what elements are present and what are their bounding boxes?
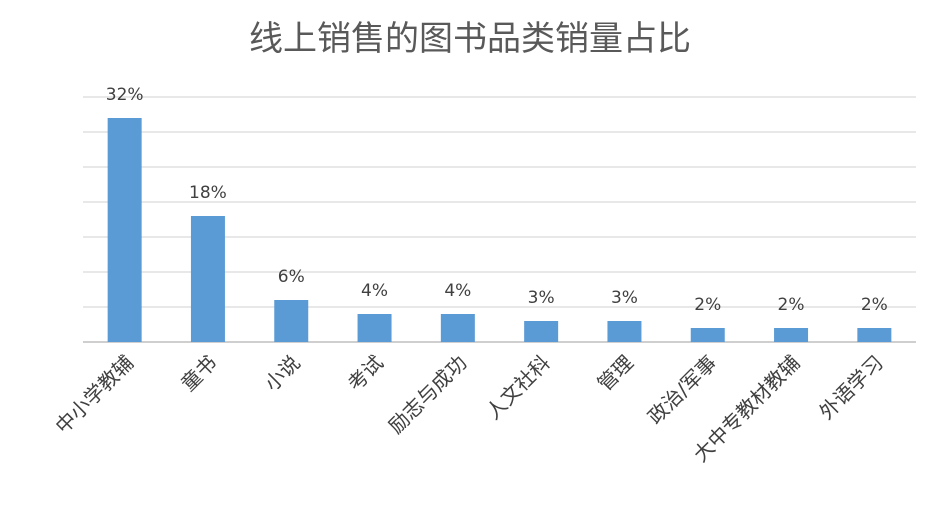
data-label-2: 6% bbox=[278, 267, 305, 287]
category-label-5: 人文社科 bbox=[481, 351, 555, 425]
bar-9 bbox=[857, 328, 892, 342]
data-label-4: 4% bbox=[444, 281, 471, 301]
bar-3 bbox=[357, 314, 392, 342]
data-labels: 32% 18% 6% 4% 4% 3% 3% 2% 2% 2% bbox=[106, 85, 888, 315]
data-label-1: 18% bbox=[189, 183, 227, 203]
bar-2 bbox=[274, 300, 309, 342]
data-label-3: 4% bbox=[361, 281, 388, 301]
bar-5 bbox=[524, 321, 559, 342]
data-label-5: 3% bbox=[528, 288, 555, 308]
category-label-2: 小说 bbox=[260, 351, 305, 396]
data-label-6: 3% bbox=[611, 288, 638, 308]
bar-6 bbox=[607, 321, 642, 342]
data-label-9: 2% bbox=[861, 295, 888, 315]
data-label-0: 32% bbox=[106, 85, 144, 105]
data-label-7: 2% bbox=[694, 295, 721, 315]
bar-7 bbox=[690, 328, 725, 342]
category-label-7: 政治/军事 bbox=[643, 351, 721, 429]
bar-4 bbox=[440, 314, 475, 342]
category-label-9: 外语学习 bbox=[814, 351, 888, 425]
category-label-1: 童书 bbox=[176, 351, 221, 396]
data-label-8: 2% bbox=[778, 295, 805, 315]
category-label-6: 管理 bbox=[593, 351, 638, 396]
bar-1 bbox=[190, 216, 225, 342]
bars bbox=[107, 118, 892, 342]
bar-0 bbox=[107, 118, 142, 342]
category-label-0: 中小学教辅 bbox=[51, 351, 139, 439]
category-label-3: 考试 bbox=[343, 351, 388, 396]
chart-title: 线上销售的图书品类销量占比 bbox=[249, 19, 691, 59]
bar-8 bbox=[774, 328, 809, 342]
category-label-4: 励志与成功 bbox=[384, 351, 472, 439]
